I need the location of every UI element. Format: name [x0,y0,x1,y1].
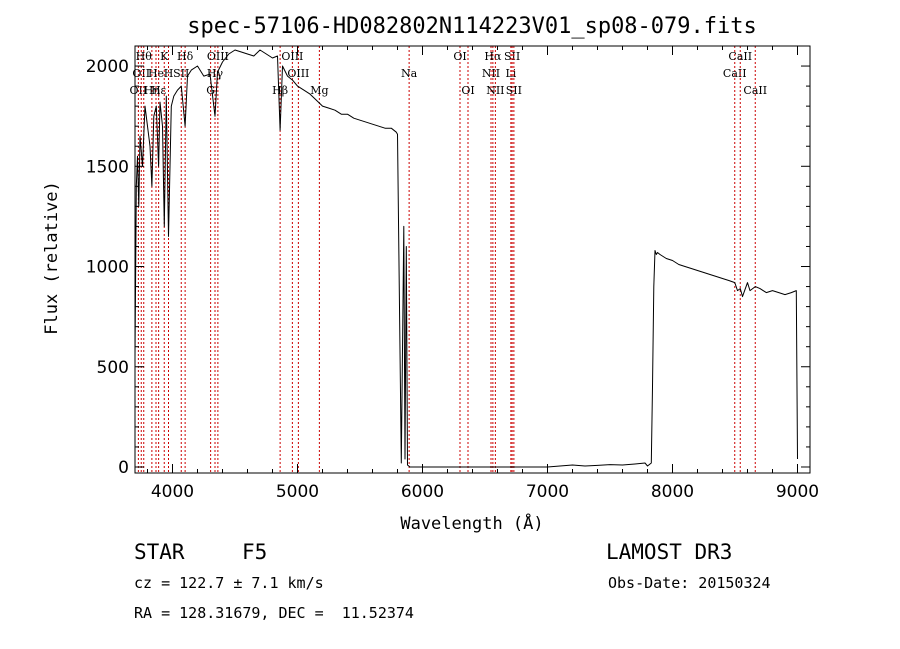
line-marker-label: OII [130,84,148,97]
y-tick-label: 1500 [86,157,129,177]
y-tick-label: 0 [118,458,129,478]
object-class: STAR [134,540,185,564]
line-marker-label: CaII [723,67,747,80]
survey-name: LAMOST DR3 [606,540,733,564]
line-marker-label: Hβ [272,84,288,97]
line-marker-label: Hγ [207,67,224,80]
coordinates-text: RA = 128.31679, DEC = 11.52374 [134,604,414,622]
spectral-line-markers: OIIOIIHθHηHeHεKHHδSIIGHγOIIIHβOIIIOIIIMg… [130,46,767,473]
line-marker-label: OII [132,67,150,80]
object-subclass: F5 [242,540,268,564]
line-marker-label: OIII [207,50,229,63]
line-marker-label: NII [486,84,504,97]
line-marker-label: OI [461,84,474,97]
line-marker-label: CaII [728,50,752,63]
plot-frame [134,45,811,474]
x-tick-label: 6000 [401,482,444,502]
line-marker-label: SII [504,50,520,63]
line-marker-label: K [160,50,169,63]
line-marker-label: Hθ [136,50,153,63]
x-tick-label: 8000 [651,482,694,502]
y-tick-label: 500 [97,358,129,378]
axis-ticks: 4000 5000 6000 7000 8000 9000 0 500 1000 1500 2000 [86,46,819,502]
line-marker-label: NII [482,67,500,80]
line-marker-label: CaII [743,84,767,97]
line-marker-label: Li [505,67,516,80]
line-marker-label: Mg [310,84,328,97]
line-marker-label: OIII [281,50,303,63]
x-tick-label: 9000 [776,482,819,502]
line-marker-label: OI [453,50,466,63]
line-marker-label: G [206,84,215,97]
line-marker-label: Hα [484,50,502,63]
redshift-text: cz = 122.7 ± 7.1 km/s [134,574,324,592]
line-marker-label: H [164,67,174,80]
x-tick-label: 7000 [526,482,569,502]
chart-title: spec-57106-HD082802N114223V01_sp08-079.f… [187,14,757,39]
x-tick-label: 4000 [151,482,194,502]
obs-date-text: Obs-Date: 20150324 [608,574,771,592]
line-marker-label: Hε [151,84,167,97]
line-marker-label: Hδ [177,50,194,63]
line-marker-label: SII [173,67,189,80]
spectrum-series [134,49,798,468]
x-tick-label: 5000 [276,482,319,502]
line-marker-label: Na [401,67,418,80]
y-tick-label: 2000 [86,57,129,77]
y-tick-label: 1000 [86,258,129,278]
x-axis-label: Wavelength (Å) [400,512,543,534]
y-axis-label: Flux (relative) [42,181,62,335]
line-marker-label: He [148,67,164,80]
spectrum-line-0 [134,49,798,468]
line-marker-label: OIII [287,67,309,80]
line-marker-label: SII [506,84,522,97]
